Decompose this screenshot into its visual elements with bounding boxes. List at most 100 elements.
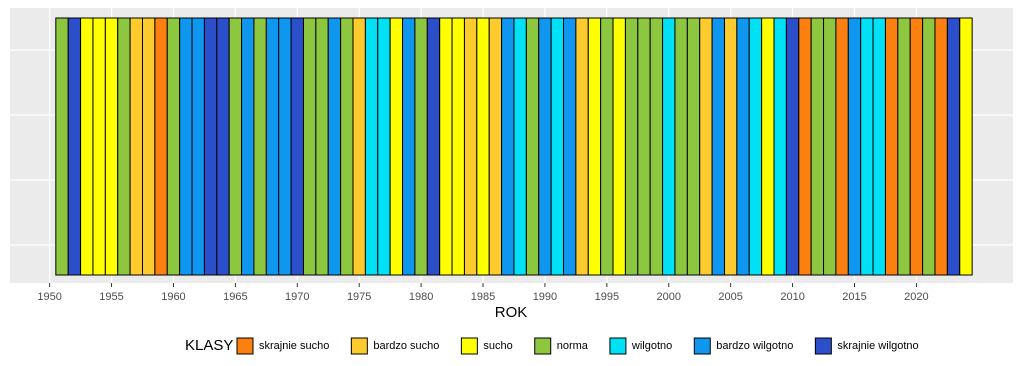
tile <box>785 17 800 276</box>
legend-label: sucho <box>483 340 512 352</box>
legend-label: skrajnie wilgotno <box>837 340 918 352</box>
tile <box>377 17 391 276</box>
tile <box>488 17 503 276</box>
tile <box>476 17 490 276</box>
x-tick-label: 1990 <box>533 291 557 303</box>
tile <box>600 17 614 276</box>
x-tick-label: 1970 <box>285 291 309 303</box>
tile <box>141 17 156 276</box>
legend-label: bardzo wilgotno <box>716 340 793 352</box>
tile <box>278 17 292 276</box>
tile <box>439 17 453 276</box>
legend-label: norma <box>557 340 589 352</box>
tile <box>302 17 317 276</box>
tile <box>67 17 82 276</box>
tile <box>872 17 886 276</box>
tile <box>203 17 218 276</box>
tile <box>327 17 342 276</box>
tile <box>364 17 379 276</box>
tile <box>501 17 515 276</box>
tile <box>290 17 304 276</box>
tile <box>265 17 280 276</box>
tile <box>959 17 973 276</box>
tile <box>575 17 589 276</box>
tile <box>538 17 552 276</box>
x-tick-label: 2000 <box>657 291 681 303</box>
x-tick-label: 1950 <box>37 291 61 303</box>
tile <box>104 17 119 276</box>
tile <box>612 17 626 276</box>
tile <box>587 17 602 276</box>
x-tick-label: 1985 <box>471 291 495 303</box>
x-tick-label: 2010 <box>780 291 804 303</box>
x-tick-label: 1960 <box>161 291 185 303</box>
x-tick-label: 2015 <box>842 291 866 303</box>
tile <box>946 17 961 276</box>
tile <box>426 17 441 276</box>
x-tick-label: 1955 <box>99 291 123 303</box>
tile <box>340 17 354 276</box>
tile <box>674 17 688 276</box>
tile <box>934 17 948 276</box>
tile <box>241 17 255 276</box>
legend-swatch <box>236 337 254 355</box>
tile <box>773 17 787 276</box>
x-tick-label: 1975 <box>347 291 371 303</box>
tile <box>525 17 540 276</box>
x-tick-label: 2005 <box>718 291 742 303</box>
tile <box>884 17 899 276</box>
tile <box>92 17 106 276</box>
x-tick-label: 1995 <box>595 291 619 303</box>
tile <box>897 17 911 276</box>
tile <box>451 17 465 276</box>
tile <box>513 17 527 276</box>
tile <box>389 17 404 276</box>
tile <box>80 17 94 276</box>
legend-swatch <box>350 337 368 355</box>
tile <box>637 17 651 276</box>
tile <box>563 17 577 276</box>
legend-swatch <box>693 337 711 355</box>
tile <box>315 17 329 276</box>
tile <box>711 17 725 276</box>
x-axis-title: ROK <box>495 304 528 321</box>
legend-swatch <box>534 337 552 355</box>
tile <box>228 17 243 276</box>
legend-label: bardzo sucho <box>373 340 439 352</box>
tile <box>662 17 676 276</box>
tile <box>909 17 924 276</box>
legend-swatch <box>814 337 832 355</box>
legend-label: skrajnie sucho <box>259 340 329 352</box>
tile <box>823 17 837 276</box>
tile <box>835 17 849 276</box>
tile <box>699 17 713 276</box>
tile <box>154 17 168 276</box>
x-tick-label: 1980 <box>409 291 433 303</box>
tile <box>748 17 763 276</box>
tile <box>402 17 416 276</box>
tile <box>129 17 143 276</box>
tile <box>166 17 181 276</box>
tile <box>922 17 936 276</box>
tile <box>191 17 205 276</box>
tile <box>179 17 193 276</box>
tile <box>686 17 701 276</box>
tile <box>352 17 366 276</box>
tile <box>810 17 825 276</box>
tile <box>736 17 750 276</box>
tile <box>860 17 874 276</box>
tile <box>117 17 131 276</box>
tile <box>216 17 230 276</box>
tile <box>761 17 775 276</box>
x-tick-label: 1965 <box>223 291 247 303</box>
legend-swatch <box>609 337 627 355</box>
legend-swatch <box>460 337 478 355</box>
tile <box>463 17 478 276</box>
tile <box>649 17 664 276</box>
tile <box>55 17 69 276</box>
tile <box>414 17 428 276</box>
tile <box>624 17 639 276</box>
tile <box>798 17 812 276</box>
tile <box>550 17 565 276</box>
